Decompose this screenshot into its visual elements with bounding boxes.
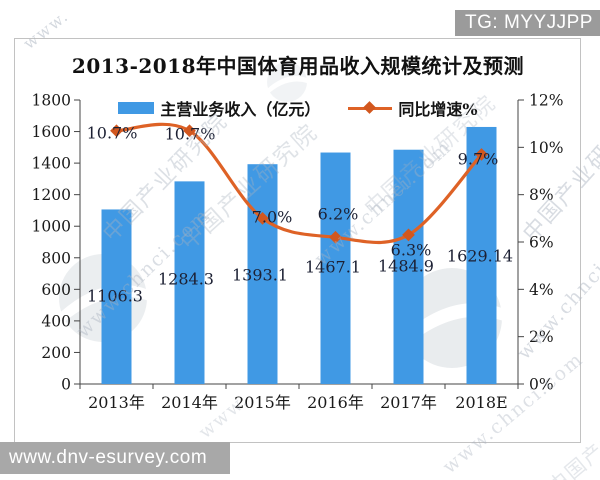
right-axis-tick-label: 6% [529, 234, 554, 252]
left-axis-tick-label: 400 [41, 312, 71, 330]
bar-series-swatch [118, 102, 155, 114]
left-axis-tick-label: 600 [41, 281, 71, 299]
left-axis-tick-label: 1000 [32, 218, 71, 236]
x-axis-category-label: 2014年 [161, 393, 218, 412]
left-axis-tick-label: 1400 [32, 155, 71, 173]
left-axis-tick-label: 1600 [32, 123, 71, 141]
x-axis-category-label: 2017年 [380, 393, 437, 412]
growth-value-label: 9.7% [458, 150, 499, 169]
bar-value-label: 1467.1 [305, 258, 361, 277]
revenue-bar-2013年 [101, 209, 132, 384]
growth-value-label: 6.2% [318, 205, 359, 224]
revenue-bar-2015年 [247, 164, 278, 384]
revenue-bar-2016年 [320, 152, 351, 384]
right-axis-tick-label: 8% [529, 186, 554, 204]
line-series-swatch [348, 101, 393, 114]
growth-value-label: 10.7% [87, 124, 138, 143]
right-axis-tick-label: 2% [529, 328, 554, 346]
legend-label-growth: 同比增速% [398, 100, 478, 119]
x-axis-category-label: 2016年 [307, 393, 364, 412]
growth-value-label: 6.3% [391, 241, 432, 260]
revenue-bar-2014年 [174, 181, 205, 384]
growth-value-label: 7.0% [252, 208, 293, 227]
left-axis-tick-label: 800 [41, 249, 71, 267]
bar-value-label: 1284.3 [158, 270, 214, 289]
growth-marker-2015年 [256, 211, 269, 225]
x-axis-category-label: 2018E [455, 393, 507, 412]
growth-marker-2014年 [183, 124, 196, 138]
watermark-logo-icon [267, 62, 307, 102]
bar-value-label: 1393.1 [232, 266, 288, 285]
bar-value-label: 1106.3 [87, 287, 143, 306]
revenue-bar-2018E [466, 126, 497, 384]
bar-value-label: 1484.9 [378, 257, 434, 276]
right-axis-tick-label: 0% [529, 376, 554, 394]
right-axis-tick-label: 10% [529, 139, 563, 157]
bar-value-label: 1629.14 [447, 247, 513, 266]
left-axis-tick-label: 1800 [32, 92, 71, 110]
legend-item-growth: 同比增速% [348, 96, 478, 120]
left-axis-tick-label: 0 [61, 376, 71, 394]
legend-item-revenue: 主营业务收入（亿元） [118, 96, 320, 120]
growth-marker-2017年 [402, 228, 415, 242]
revenue-bar-2017年 [393, 149, 424, 384]
growth-value-label: 10.7% [165, 125, 216, 144]
growth-marker-2018E [475, 148, 488, 161]
left-axis-tick-label: 200 [41, 344, 71, 362]
footer-url-bar: www.dnv-esurvey.com [0, 442, 230, 474]
legend-label-revenue: 主营业务收入（亿元） [160, 100, 321, 119]
right-axis-tick-label: 12% [529, 92, 563, 110]
chart-legend: 主营业务收入（亿元） 同比增速% [15, 96, 581, 120]
x-axis-category-label: 2013年 [88, 393, 145, 412]
telegram-badge: TG: MYYJJPP [455, 10, 600, 36]
growth-marker-2016年 [329, 230, 342, 244]
x-axis-category-label: 2015年 [234, 393, 291, 412]
left-axis-tick-label: 1200 [32, 186, 71, 204]
diamond-marker-icon [363, 101, 377, 114]
right-axis-tick-label: 4% [529, 281, 554, 299]
chart-title: 2013-2018年中国体育用品收入规模统计及预测 [71, 54, 525, 78]
